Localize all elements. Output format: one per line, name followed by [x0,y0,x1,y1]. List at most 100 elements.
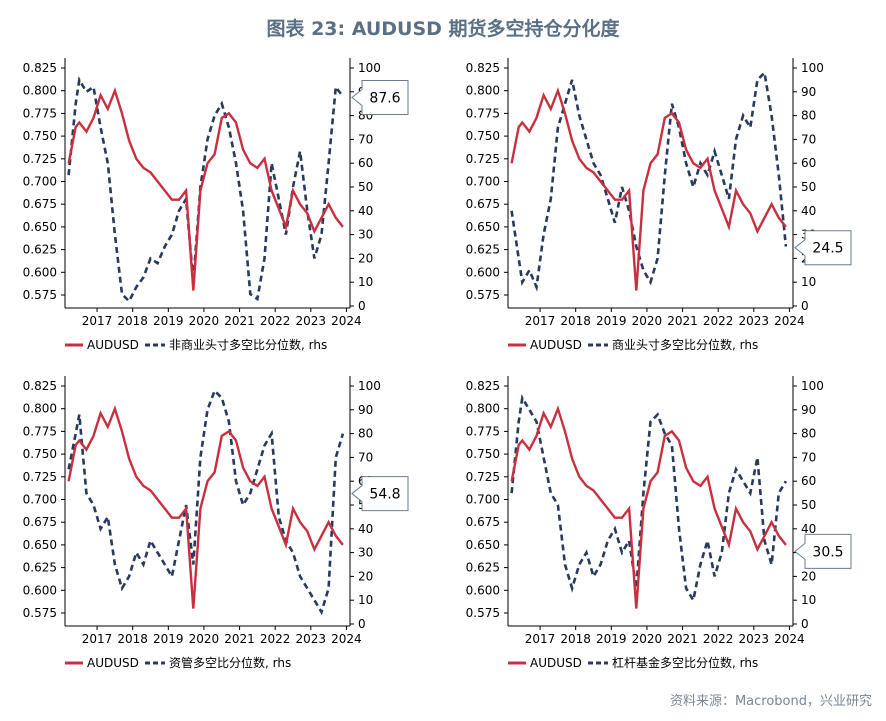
x-tick-label: 2020 [632,314,663,328]
x-tick-label: 2019 [596,632,627,646]
x-tick-label: 2017 [525,314,556,328]
callout-value: 30.5 [812,544,843,560]
panel-leveraged-funds: 0.825 0.800 0.775 0.750 0.725 0.700 0.675 0.650… [443,368,886,688]
chart-noncommercial: 0.825 0.800 0.775 0.750 0.725 0.700 0.675 0.650… [23,58,409,352]
y-right-tick-label: 10 [801,593,816,607]
y-right-tick-label: 40 [358,204,373,218]
y-left-tick-label: 0.775 [466,106,500,120]
y-right-tick-label: 70 [801,132,816,146]
latest-value-callout: 30.5 [794,533,852,569]
y-right-tick-label: 0 [801,299,809,313]
x-tick-label: 2020 [632,632,663,646]
x-tick-label: 2022 [703,314,734,328]
y-left-tick-label: 0.800 [466,84,500,98]
panel-asset-manager: 0.825 0.800 0.775 0.750 0.725 0.700 0.675 0.650… [0,368,443,688]
y-left-tick-label: 0.825 [466,379,500,393]
y-left-tick-label: 0.675 [466,515,500,529]
y-right-tick-label: 20 [358,569,373,583]
y-left-tick-label: 0.725 [23,152,57,166]
y-left-tick-label: 0.675 [466,197,500,211]
y-left-tick-label: 0.600 [23,583,57,597]
x-tick-label: 2021 [224,632,255,646]
callout-box [351,80,409,116]
x-tick-label: 2021 [224,314,255,328]
y-left-tick-label: 0.625 [466,561,500,575]
latest-value-callout: 87.6 [351,80,409,116]
y-left-tick-label: 0.750 [23,129,57,143]
y-left-tick-label: 0.575 [23,288,57,302]
x-tick-label: 2024 [774,314,805,328]
legend-position-label: 非商业头寸多空比分位数, rhs [169,337,327,352]
y-right-tick-label: 10 [358,593,373,607]
y-left-tick-label: 0.575 [466,288,500,302]
x-tick-label: 2018 [117,632,148,646]
x-tick-label: 2018 [560,314,591,328]
y-right-tick-label: 20 [358,251,373,265]
y-left-tick-label: 0.675 [23,197,57,211]
chart-title: 图表 23: AUDUSD 期货多空持仓分化度 [266,18,620,40]
x-tick-label: 2020 [189,314,220,328]
y-right-tick-label: 50 [358,180,373,194]
x-tick-label: 2021 [667,314,698,328]
y-left-tick-label: 0.800 [23,84,57,98]
y-left-tick-label: 0.625 [23,561,57,575]
y-left-tick-label: 0.800 [466,402,500,416]
y-right-tick-label: 100 [801,61,824,75]
legend-audusd-label: AUDUSD [87,656,139,670]
x-tick-label: 2023 [296,632,327,646]
position-quantile-line [67,76,344,304]
audusd-line [67,405,344,609]
y-right-tick-label: 0 [801,617,809,631]
x-tick-label: 2017 [525,632,556,646]
y-right-tick-label: 50 [801,180,816,194]
x-tick-label: 2023 [739,314,770,328]
chart-asset-manager: 0.825 0.800 0.775 0.750 0.725 0.700 0.675 0.650… [23,376,409,670]
y-left-tick-label: 0.775 [466,424,500,438]
y-left-tick-label: 0.775 [23,106,57,120]
x-tick-label: 2018 [117,314,148,328]
y-right-tick-label: 80 [358,427,373,441]
y-left-tick-label: 0.750 [466,447,500,461]
y-right-tick-label: 0 [358,617,366,631]
y-right-tick-label: 80 [801,109,816,123]
x-tick-label: 2017 [82,632,113,646]
y-left-tick-label: 0.700 [466,493,500,507]
panel-noncommercial: 0.825 0.800 0.775 0.750 0.725 0.700 0.675 0.650… [0,50,443,370]
audusd-line [510,405,787,609]
x-tick-label: 2021 [667,632,698,646]
y-right-tick-label: 60 [358,156,373,170]
callout-value: 87.6 [369,91,400,107]
y-left-tick-label: 0.775 [23,424,57,438]
callout-value: 54.8 [369,487,400,503]
y-right-tick-label: 70 [358,132,373,146]
y-right-tick-label: 20 [801,569,816,583]
position-quantile-line [67,388,345,616]
y-left-tick-label: 0.700 [466,175,500,189]
x-tick-label: 2024 [331,314,362,328]
legend-position-label: 资管多空比分位数, rhs [169,655,291,670]
y-right-tick-label: 90 [801,403,816,417]
y-right-tick-label: 40 [801,522,816,536]
y-left-tick-label: 0.700 [23,493,57,507]
legend-audusd-label: AUDUSD [87,338,139,352]
x-tick-label: 2019 [153,314,184,328]
y-left-tick-label: 0.650 [466,220,500,234]
x-tick-label: 2024 [331,632,362,646]
y-left-tick-label: 0.600 [466,265,500,279]
y-left-tick-label: 0.700 [23,175,57,189]
x-tick-label: 2022 [703,632,734,646]
legend-audusd-label: AUDUSD [530,338,582,352]
x-tick-label: 2022 [260,632,291,646]
y-right-tick-label: 100 [801,379,824,393]
y-left-tick-label: 0.675 [23,515,57,529]
y-right-tick-label: 40 [801,204,816,218]
y-right-tick-label: 10 [801,275,816,289]
callout-box [351,476,409,512]
y-left-tick-label: 0.800 [23,402,57,416]
y-left-tick-label: 0.725 [466,470,500,484]
x-tick-label: 2020 [189,632,220,646]
chart-leveraged-funds: 0.825 0.800 0.775 0.750 0.725 0.700 0.675 0.650… [466,376,852,670]
y-right-tick-label: 60 [801,474,816,488]
position-quantile-line [510,394,788,604]
panel-commercial: 0.825 0.800 0.775 0.750 0.725 0.700 0.675 0.650… [443,50,886,370]
